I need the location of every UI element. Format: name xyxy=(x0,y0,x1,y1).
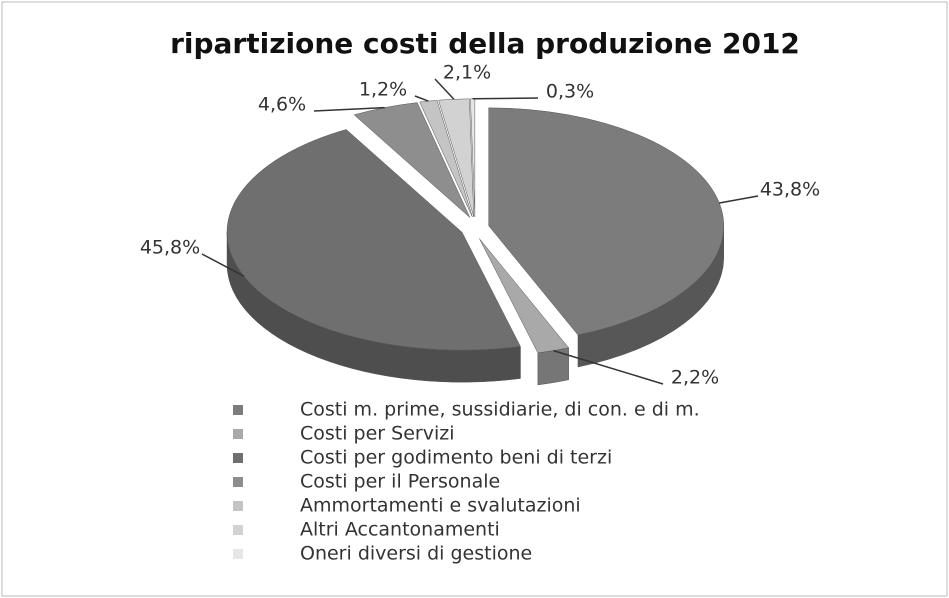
leader-line xyxy=(719,195,759,204)
leader-line xyxy=(553,349,664,385)
pie-slice xyxy=(488,107,724,336)
legend-swatch xyxy=(233,525,243,535)
legend-label: Costi m. prime, sussidiarie, di con. e d… xyxy=(300,399,700,421)
legend-label: Oneri diversi di gestione xyxy=(300,543,532,565)
leader-line xyxy=(414,95,429,102)
pie-slice xyxy=(438,98,475,217)
chart-title: ripartizione costi della produzione 2012 xyxy=(170,27,800,60)
leader-line xyxy=(472,97,539,100)
data-label: 43,8% xyxy=(760,179,820,201)
legend-swatch xyxy=(233,477,243,487)
data-label: 2,1% xyxy=(443,62,491,84)
legend-label: Altri Accantonamenti xyxy=(300,519,500,541)
legend-label: Costi per godimento beni di terzi xyxy=(300,447,612,469)
legend-swatch xyxy=(233,429,243,439)
legend-swatch xyxy=(233,405,243,415)
leader-line xyxy=(434,78,455,100)
legend-swatch xyxy=(233,501,243,511)
legend-label: Costi per Servizi xyxy=(300,423,455,445)
pie-slice xyxy=(226,129,521,351)
data-label: 45,8% xyxy=(140,237,200,259)
pie-slice xyxy=(353,102,471,218)
legend-label: Ammortamenti e svalutazioni xyxy=(300,495,581,517)
data-label: 2,2% xyxy=(671,367,719,389)
data-label: 1,2% xyxy=(359,79,407,101)
legend-swatch xyxy=(233,549,243,559)
data-label: 4,6% xyxy=(258,94,306,116)
data-label: 0,3% xyxy=(546,81,594,103)
pie-slice xyxy=(419,100,473,218)
legend-label: Costi per il Personale xyxy=(300,471,500,493)
leader-line xyxy=(201,253,245,277)
leader-line xyxy=(313,106,385,112)
legend-swatch xyxy=(233,453,243,463)
